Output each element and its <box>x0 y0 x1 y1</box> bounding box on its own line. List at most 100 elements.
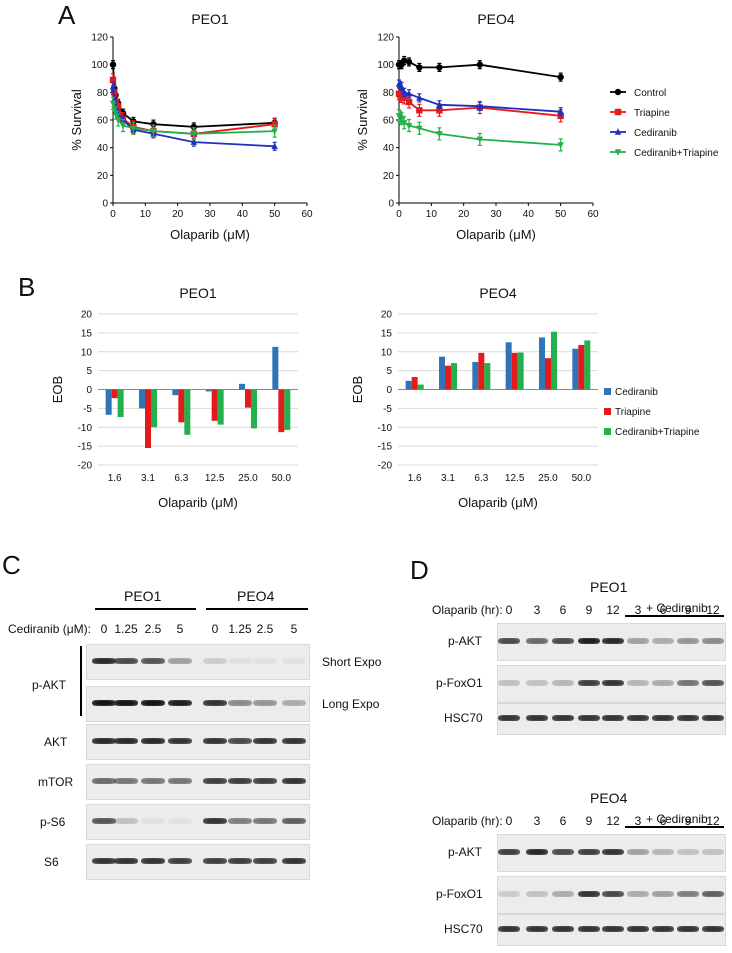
bar-cediranib <box>539 337 545 390</box>
x-tick-label: 60 <box>301 209 313 220</box>
dose-value: 5 <box>290 622 298 636</box>
x-tick-label: 50 <box>269 209 281 220</box>
bar-triapine <box>445 365 451 390</box>
protein-band <box>114 738 138 744</box>
x-axis-label: Olaparib (μM) <box>456 227 536 242</box>
protein-band <box>677 849 699 855</box>
data-point <box>109 83 117 90</box>
data-point <box>405 98 413 106</box>
protein-band <box>498 715 520 721</box>
row-label: p-FoxO1 <box>436 887 483 901</box>
legend-b: Cediranib Triapine Cediranib+Triapine <box>604 387 700 438</box>
protein-band <box>228 700 252 706</box>
bar-cediranib <box>439 356 445 390</box>
y-tick-label: 0 <box>102 199 108 210</box>
y-tick-label: 5 <box>386 366 392 377</box>
y-tick-label: -20 <box>78 461 93 472</box>
x-tick-label: 12.5 <box>505 473 525 484</box>
protein-band <box>203 658 227 664</box>
dose-value: 2.5 <box>256 622 274 636</box>
protein-band <box>578 891 600 897</box>
protein-band <box>702 849 724 855</box>
bar-triapine <box>211 389 218 421</box>
bar-cediranib-triapine <box>151 389 157 428</box>
y-tick-label: -5 <box>83 404 92 415</box>
bar-triapine <box>578 344 585 390</box>
protein-band <box>702 715 724 721</box>
data-point <box>150 128 157 135</box>
bar-cediranib-triapine <box>451 363 457 390</box>
y-tick-label: 10 <box>381 347 393 358</box>
legend-swatch <box>604 408 611 415</box>
x-tick-label: 50.0 <box>272 473 292 484</box>
data-point <box>416 107 423 114</box>
protein-band <box>92 658 116 664</box>
y-tick-label: 20 <box>97 171 109 182</box>
bar-cediranib <box>272 346 279 390</box>
series-cediranib <box>395 79 564 117</box>
time-value: 9 <box>684 603 692 617</box>
data-point <box>400 88 408 96</box>
dose-label: Cediranib (μM): <box>8 622 91 636</box>
protein-band <box>203 858 227 864</box>
x-tick-label: 25.0 <box>238 473 258 484</box>
bar-cediranib <box>139 389 145 409</box>
time-value: 9 <box>585 603 593 617</box>
chart-b-peo4: PEO4 -20 -15 -10 -5 0 5 10 15 20 1.6 3.1 6.3 12.5 25.0… <box>350 285 598 510</box>
x-tick-label: 10 <box>140 209 152 220</box>
protein-band <box>602 680 624 686</box>
bar-cediranib-triapine <box>551 331 557 390</box>
protein-band <box>114 858 138 864</box>
chart-title: PEO4 <box>477 11 515 27</box>
protein-band <box>652 715 674 721</box>
protein-band <box>602 891 624 897</box>
time-value: 0 <box>505 603 513 617</box>
protein-band <box>114 818 138 824</box>
data-point <box>557 108 564 115</box>
y-tick-label: -10 <box>378 423 393 434</box>
y-tick-label: 5 <box>86 366 92 377</box>
data-point <box>271 128 278 135</box>
y-tick-label: 0 <box>386 385 392 396</box>
protein-band <box>141 778 165 784</box>
protein-band <box>141 818 165 824</box>
data-point <box>400 94 408 102</box>
treatment-label: + Cediranib <box>646 812 708 826</box>
data-point <box>557 73 564 81</box>
dose-value: 2.5 <box>144 622 162 636</box>
y-axis-label: % Survival <box>355 89 370 151</box>
row-label: HSC70 <box>444 711 483 725</box>
y-axis-label: EOB <box>350 376 365 403</box>
x-tick-label: 1.6 <box>408 473 422 484</box>
protein-band <box>652 638 674 644</box>
bar-triapine <box>145 389 151 449</box>
protein-band <box>627 849 649 855</box>
protein-band <box>114 658 138 664</box>
legend-a: Control Triapine Cediranib Cediranib+Triapi… <box>610 88 719 159</box>
data-point <box>416 64 423 71</box>
dose-value: 1.25 <box>228 622 252 636</box>
protein-band <box>253 700 277 706</box>
chart-a-peo4: PEO4 0 20 40 60 80 100 120 0 10 20 30 40 50 60 Olaparib… <box>355 11 599 242</box>
data-point <box>109 100 117 108</box>
data-point <box>416 94 423 101</box>
chart-title: PEO1 <box>191 11 229 27</box>
protein-band <box>677 638 699 644</box>
protein-band <box>168 700 192 706</box>
group-line-peo4 <box>206 608 308 610</box>
protein-band <box>141 858 165 864</box>
protein-band <box>578 638 600 644</box>
x-tick-label: 3.1 <box>141 473 155 484</box>
protein-band <box>141 738 165 744</box>
y-axis-label: EOB <box>50 376 65 403</box>
x-tick-label: 30 <box>204 209 216 220</box>
y-tick-label: 10 <box>81 347 93 358</box>
protein-band <box>253 818 277 824</box>
protein-band <box>253 858 277 864</box>
panel-letter-a: A <box>58 0 76 30</box>
protein-band <box>552 891 574 897</box>
y-tick-label: 100 <box>377 60 394 71</box>
protein-band <box>578 926 600 932</box>
series-cediranib-triapine <box>109 96 278 141</box>
time-value: 3 <box>533 814 541 828</box>
